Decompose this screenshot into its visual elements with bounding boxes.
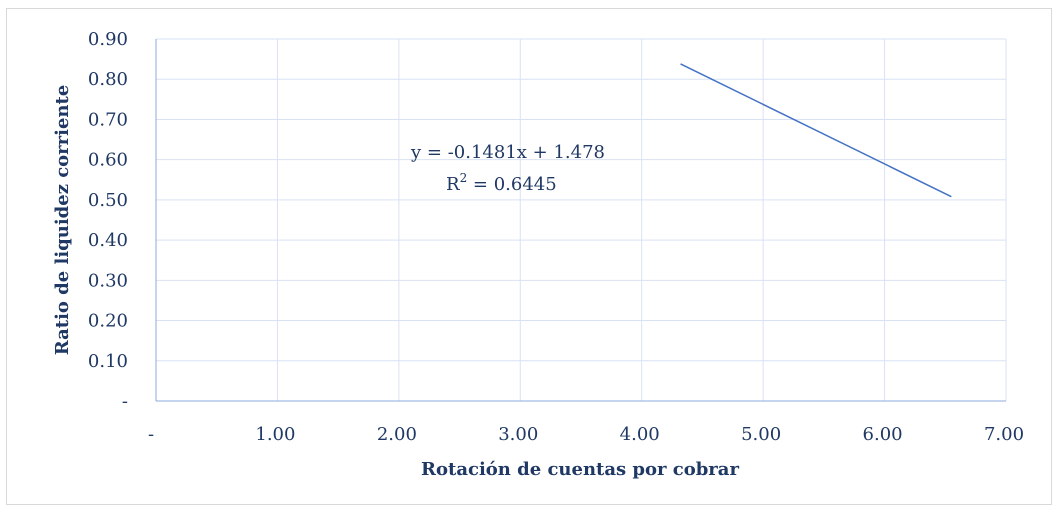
r-squared-superscript: 2 [460, 171, 468, 185]
y-tick-label: 0.30 [88, 270, 128, 291]
x-tick-label: 7.00 [984, 424, 1024, 445]
y-tick-label: 0.40 [88, 230, 128, 251]
y-tick-label: 0.80 [88, 69, 128, 90]
trendline-equation: y = -0.1481x + 1.478 [410, 142, 605, 163]
y-tick-label: 0.60 [88, 150, 128, 171]
x-tick-label: 5.00 [741, 424, 781, 445]
series-line [680, 63, 952, 198]
tick-layer: - 0.10 0.20 0.30 0.40 0.50 0.60 0.70 0.80 0.90 - 1.… [88, 29, 1024, 445]
x-tick-label: 4.00 [620, 424, 660, 445]
x-tick-label: 1.00 [255, 424, 295, 445]
y-tick-label: 0.90 [88, 29, 128, 50]
axis-layer [155, 39, 1006, 402]
y-tick-label: 0.50 [88, 190, 128, 211]
series-layer [680, 63, 952, 198]
r-squared-prefix: R [446, 174, 460, 195]
y-tick-label: - [122, 391, 128, 412]
r-squared-label: R2 = 0.6445 [446, 171, 557, 195]
chart-frame [6, 8, 1052, 505]
x-tick-label: 6.00 [863, 424, 903, 445]
y-tick-label: 0.20 [88, 311, 128, 332]
x-tick-label: - [148, 424, 154, 445]
y-tick-label: 0.70 [88, 109, 128, 130]
x-axis-title: Rotación de cuentas por cobrar [421, 459, 739, 480]
y-axis-title: Ratio de liquidez corriente [52, 85, 73, 356]
x-tick-label: 3.00 [498, 424, 538, 445]
grid-layer [156, 38, 1007, 401]
y-tick-label: 0.10 [88, 351, 128, 372]
x-tick-label: 2.00 [377, 424, 417, 445]
r-squared-value: = 0.6445 [467, 174, 557, 195]
